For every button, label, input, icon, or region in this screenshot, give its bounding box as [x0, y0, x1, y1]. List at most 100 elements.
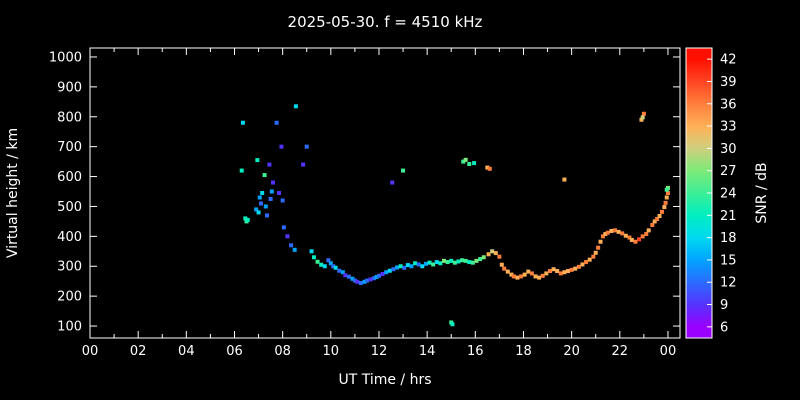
- data-point: [467, 162, 472, 166]
- y-tick-label: 100: [57, 320, 82, 335]
- data-point: [598, 239, 603, 244]
- data-point: [463, 157, 468, 162]
- data-point: [449, 258, 454, 263]
- data-point: [368, 277, 373, 282]
- colorbar: 6 9 12 15 18 21 24 27 30 33 36 39 42: [685, 47, 737, 339]
- data-point: [350, 276, 355, 281]
- data-point: [505, 269, 510, 274]
- colorbar-tick-label: 33: [720, 120, 737, 135]
- data-point: [547, 269, 552, 274]
- colorbar-tick-label: 27: [720, 164, 737, 179]
- y-tick-label: 400: [57, 230, 82, 245]
- data-point: [390, 180, 395, 185]
- x-tick-label: 22: [612, 344, 629, 359]
- data-point: [623, 233, 628, 238]
- x-tick-label: 16: [467, 344, 484, 359]
- data-point: [245, 217, 250, 222]
- data-point: [337, 268, 342, 273]
- data-point: [562, 177, 567, 182]
- data-point: [490, 249, 495, 254]
- data-point: [640, 234, 645, 239]
- y-axis-label: Virtual height / km: [5, 128, 21, 258]
- data-point: [463, 258, 468, 263]
- data-point: [277, 191, 282, 195]
- x-axis-label: UT Time / hrs: [338, 372, 431, 388]
- data-point: [665, 191, 670, 195]
- data-point: [427, 260, 432, 265]
- data-point: [380, 272, 385, 277]
- colorbar-tick-label: 9: [720, 298, 728, 313]
- data-point: [260, 191, 265, 195]
- data-point: [486, 252, 491, 257]
- data-point: [650, 222, 655, 227]
- data-point: [540, 273, 545, 278]
- y-tick-label: 800: [57, 110, 82, 125]
- data-point: [398, 264, 403, 269]
- colorbar-tick-label: 36: [720, 97, 737, 112]
- data-point: [580, 262, 585, 267]
- y-tick-label: 200: [57, 290, 82, 305]
- data-point: [596, 245, 601, 250]
- data-point: [659, 209, 664, 214]
- data-point: [364, 278, 369, 283]
- data-point: [573, 266, 578, 271]
- y-tick-label: 500: [57, 200, 82, 215]
- data-point: [285, 234, 290, 239]
- data-point: [620, 231, 625, 236]
- data-point: [529, 271, 534, 276]
- data-point: [555, 269, 560, 274]
- data-point: [662, 205, 667, 210]
- data-point: [639, 117, 644, 122]
- data-point: [352, 278, 357, 283]
- data-point: [391, 267, 396, 272]
- data-point: [274, 120, 279, 125]
- data-point: [326, 258, 331, 263]
- data-point: [629, 237, 634, 242]
- data-point: [256, 210, 261, 215]
- data-point: [533, 274, 538, 279]
- y-tick-label: 1000: [49, 50, 82, 65]
- data-point: [646, 228, 651, 233]
- colorbar-tick-label: 15: [720, 253, 737, 268]
- colorbar-tick-label: 24: [720, 187, 737, 202]
- y-tick-label: 300: [57, 260, 82, 275]
- data-point: [502, 266, 507, 271]
- plot-frame: [89, 47, 681, 339]
- data-point: [537, 275, 542, 280]
- data-point: [372, 276, 377, 281]
- colorbar-label: SNR / dB: [754, 162, 770, 223]
- data-point: [409, 264, 414, 269]
- data-point: [416, 262, 421, 267]
- data-point: [519, 274, 524, 279]
- data-point: [395, 265, 400, 270]
- colorbar-tick-label: 6: [720, 320, 728, 335]
- data-point: [485, 165, 490, 170]
- data-point: [591, 254, 596, 259]
- data-point: [384, 270, 389, 275]
- data-point: [603, 231, 608, 236]
- data-point: [281, 225, 286, 230]
- axes: 00 02 04 06 08 10 12 14 16 18 20 22 0010020030040050…: [49, 47, 681, 359]
- data-point: [263, 204, 268, 209]
- data-point: [240, 120, 245, 125]
- data-point: [292, 247, 297, 252]
- data-point: [551, 267, 556, 272]
- data-point: [340, 270, 345, 275]
- data-point: [346, 274, 351, 279]
- colorbar-tick-label: 42: [720, 53, 737, 68]
- chart-title: 2025-05-30. f = 4510 kHz: [288, 13, 483, 31]
- data-point: [289, 243, 294, 248]
- data-point: [663, 200, 668, 205]
- data-point: [331, 264, 336, 269]
- data-point: [258, 201, 263, 206]
- data-point: [657, 214, 662, 219]
- data-point: [280, 198, 285, 203]
- data-point: [576, 264, 581, 269]
- colorbar-tick-label: 21: [720, 209, 737, 224]
- data-point: [499, 262, 504, 267]
- colorbar-tick-label: 39: [720, 75, 737, 90]
- data-point: [511, 274, 516, 279]
- data-point: [474, 258, 479, 263]
- data-point: [271, 180, 276, 185]
